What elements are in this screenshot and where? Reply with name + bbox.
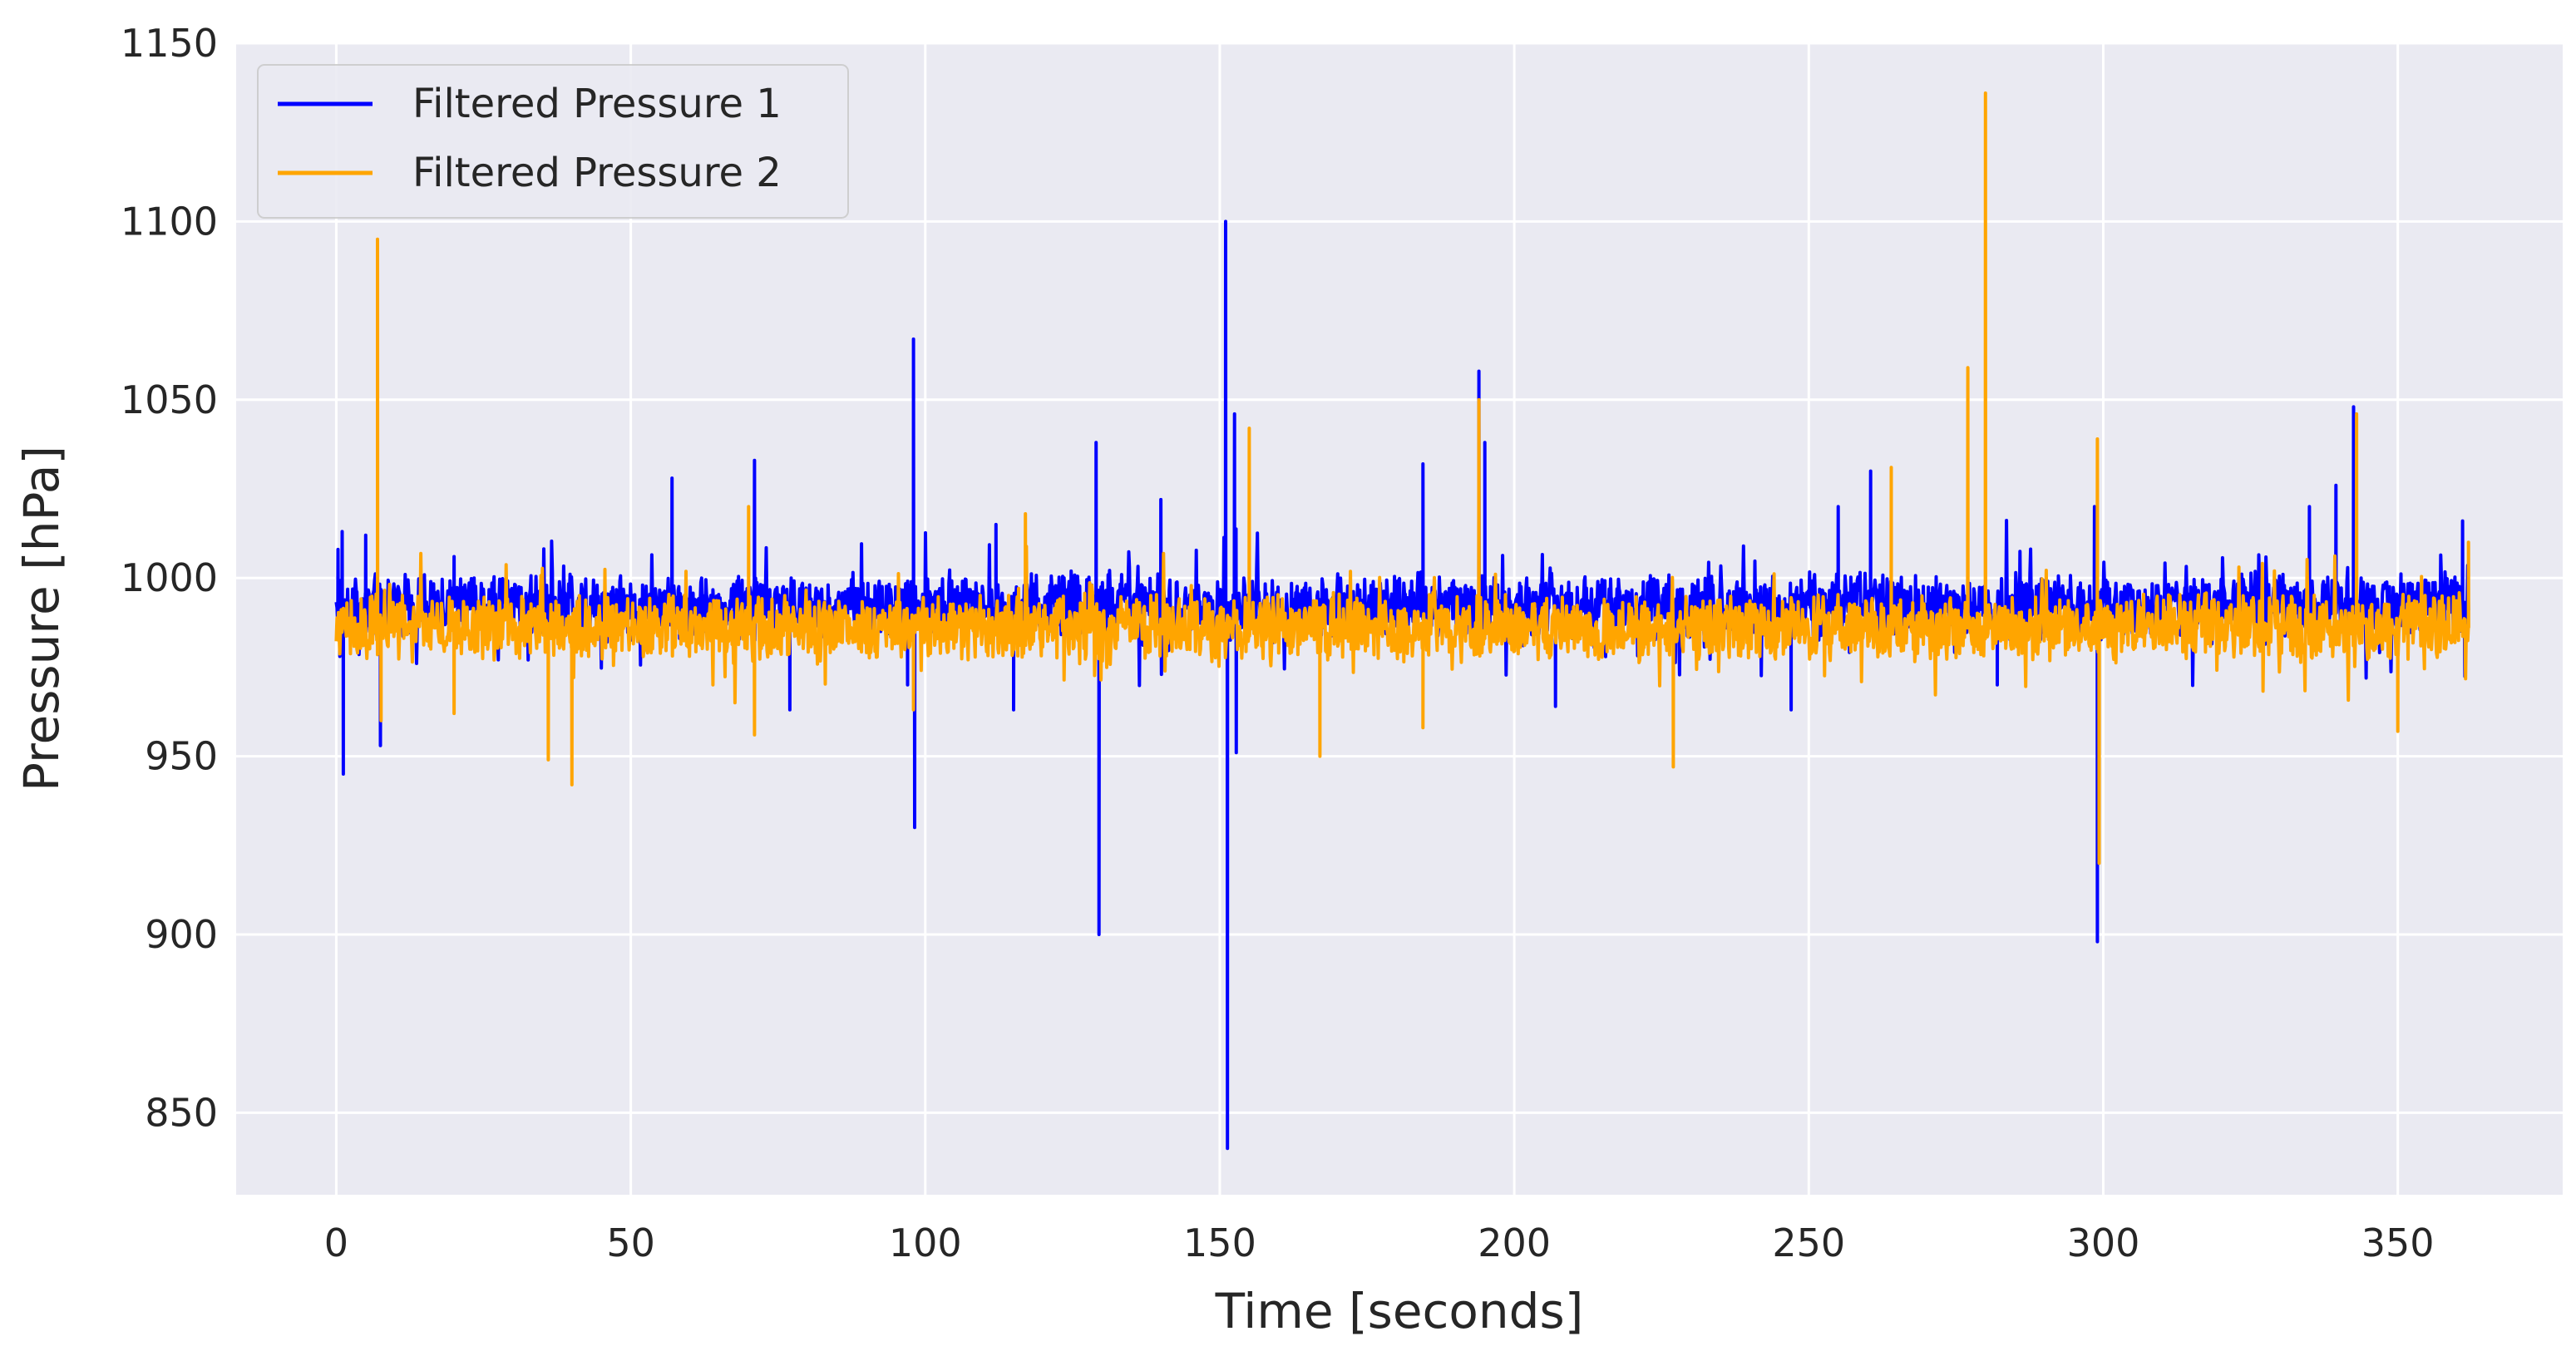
x-tick-label-4: 200	[1478, 1220, 1551, 1265]
x-tick-label-0: 0	[324, 1220, 348, 1265]
x-axis-label: Time [seconds]	[1215, 1283, 1584, 1339]
y-tick-label-6: 1150	[121, 21, 218, 66]
y-tick-label-2: 950	[145, 734, 218, 779]
y-tick-labels: 850 900 950 1000 1050 1100 1150	[121, 21, 218, 1135]
series-layer	[334, 91, 2470, 1151]
y-axis-label: Pressure [hPa]	[13, 446, 70, 791]
legend: Filtered Pressure 1 Filtered Pressure 2	[257, 64, 849, 219]
x-tick-label-2: 100	[889, 1220, 962, 1265]
x-tick-label-5: 250	[1772, 1220, 1845, 1265]
x-tick-label-7: 350	[2361, 1220, 2435, 1265]
y-tick-label-0: 850	[145, 1090, 218, 1135]
y-tick-label-1: 900	[145, 912, 218, 957]
x-tick-label-1: 50	[606, 1220, 655, 1265]
legend-label-filtered-pressure-1: Filtered Pressure 1	[412, 81, 782, 127]
x-tick-label-3: 150	[1183, 1220, 1256, 1265]
x-tick-label-6: 300	[2067, 1220, 2140, 1265]
y-tick-label-4: 1050	[121, 377, 218, 422]
x-tick-labels: 0 50 100 150 200 250 300 350	[324, 1220, 2435, 1265]
series-line-filtered-pressure-2	[334, 91, 2470, 865]
y-tick-label-5: 1100	[121, 199, 218, 244]
legend-label-filtered-pressure-2: Filtered Pressure 2	[412, 150, 782, 196]
y-tick-label-3: 1000	[121, 555, 218, 600]
legend-box	[257, 64, 849, 219]
